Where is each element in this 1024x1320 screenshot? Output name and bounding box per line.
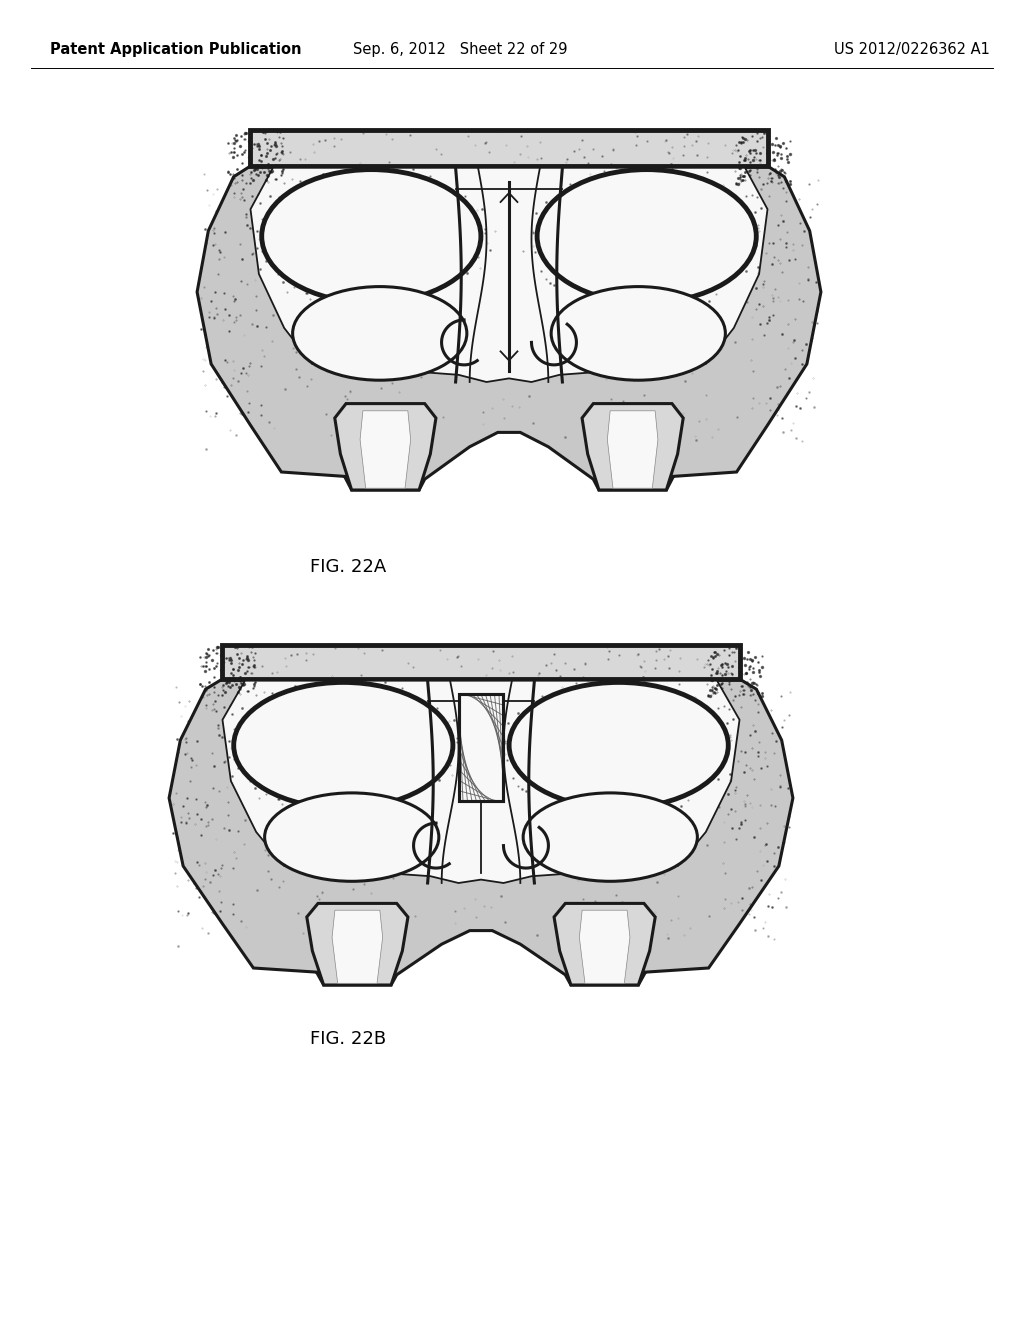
Polygon shape [197,166,821,490]
Ellipse shape [523,793,697,882]
Ellipse shape [264,793,439,882]
Bar [459,694,504,801]
Text: Patent Application Publication: Patent Application Publication [50,42,301,57]
Ellipse shape [262,169,481,302]
Bar [222,645,739,678]
Ellipse shape [551,286,725,380]
Polygon shape [251,168,768,381]
Polygon shape [607,411,658,488]
Text: US 2012/0226362 A1: US 2012/0226362 A1 [835,42,990,57]
Polygon shape [335,404,436,490]
Polygon shape [307,903,408,985]
Bar [459,694,504,801]
Text: FIG. 22B: FIG. 22B [310,1030,386,1048]
Polygon shape [582,404,683,490]
Ellipse shape [538,169,757,302]
Ellipse shape [233,682,453,808]
Text: Sep. 6, 2012   Sheet 22 of 29: Sep. 6, 2012 Sheet 22 of 29 [352,42,567,57]
Text: FIG. 22A: FIG. 22A [310,558,386,576]
Polygon shape [554,903,655,985]
Polygon shape [360,411,411,488]
Polygon shape [222,681,739,883]
Ellipse shape [293,286,467,380]
Ellipse shape [509,682,728,808]
Bar [251,129,768,166]
Polygon shape [580,911,630,983]
Polygon shape [332,911,383,983]
Polygon shape [169,678,793,985]
